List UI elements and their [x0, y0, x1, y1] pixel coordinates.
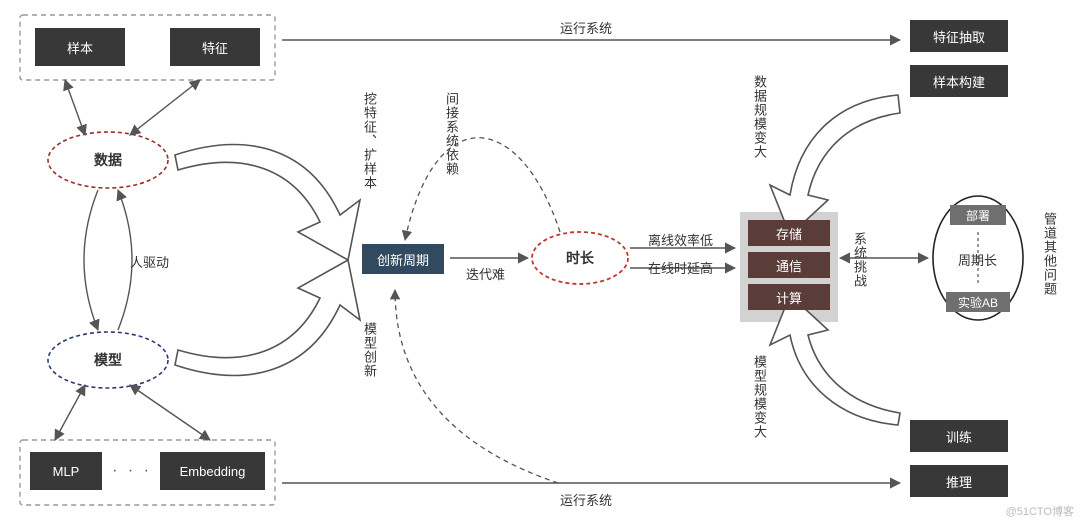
box-compute: 计算 — [748, 284, 830, 310]
box-train: 训练 — [910, 420, 1008, 452]
label-model-innovation: 模型创新 — [360, 322, 379, 378]
label: 创新周期 — [377, 250, 429, 269]
label: 数据 — [94, 150, 122, 170]
label-offline-low: 离线效率低 — [648, 230, 713, 249]
box-comm: 通信 — [748, 252, 830, 278]
label-data-scale: 数据规模变大 — [750, 75, 769, 159]
label: 样本构建 — [933, 72, 985, 91]
label-system-challenge: 系统挑战 — [850, 232, 869, 288]
box-storage: 存储 — [748, 220, 830, 246]
label-pipeline-issues: 管道其他问题 — [1040, 212, 1059, 296]
label-indirect-dep: 间接系统依赖 — [442, 92, 461, 176]
label: 特征抽取 — [933, 27, 985, 46]
box-sample-build: 样本构建 — [910, 65, 1008, 97]
label-iterate-hard: 迭代难 — [466, 264, 505, 283]
box-innovation-cycle: 创新周期 — [362, 244, 444, 274]
label-runtime-top: 运行系统 — [560, 18, 612, 37]
label: 通信 — [776, 256, 802, 275]
label: 部署 — [966, 207, 990, 224]
box-feature-extract: 特征抽取 — [910, 20, 1008, 52]
box-infer: 推理 — [910, 465, 1008, 497]
box-sample: 样本 — [35, 28, 125, 66]
label: 时长 — [566, 248, 594, 268]
label-online-high: 在线时延高 — [648, 258, 713, 277]
label-model-scale: 模型规模变大 — [750, 355, 769, 439]
label-runtime-bottom: 运行系统 — [560, 490, 612, 509]
label: Embedding — [180, 464, 246, 479]
label-mine-feature: 挖特征、扩样本 — [360, 92, 379, 190]
label: MLP — [53, 464, 80, 479]
label: 特征 — [202, 38, 228, 57]
ellipse-duration: 时长 — [532, 232, 628, 284]
label-human-driven: 人驱动 — [130, 252, 169, 271]
ellipse-model: 模型 — [48, 332, 168, 388]
label: 存储 — [776, 224, 802, 243]
label-dots: · · · — [112, 460, 152, 482]
box-embedding: Embedding — [160, 452, 265, 490]
box-feature: 特征 — [170, 28, 260, 66]
box-mlp: MLP — [30, 452, 102, 490]
label: 计算 — [776, 288, 802, 307]
chip-experiment: 实验AB — [946, 292, 1010, 312]
label: 样本 — [67, 38, 93, 57]
label: 训练 — [946, 427, 972, 446]
ellipse-data: 数据 — [48, 132, 168, 188]
label-long-cycle: 周期长 — [958, 250, 997, 269]
label: 实验AB — [958, 294, 998, 311]
chip-deploy: 部署 — [950, 205, 1006, 225]
label: 模型 — [94, 350, 122, 370]
watermark: @51CTO博客 — [1006, 503, 1074, 519]
label: 推理 — [946, 472, 972, 491]
